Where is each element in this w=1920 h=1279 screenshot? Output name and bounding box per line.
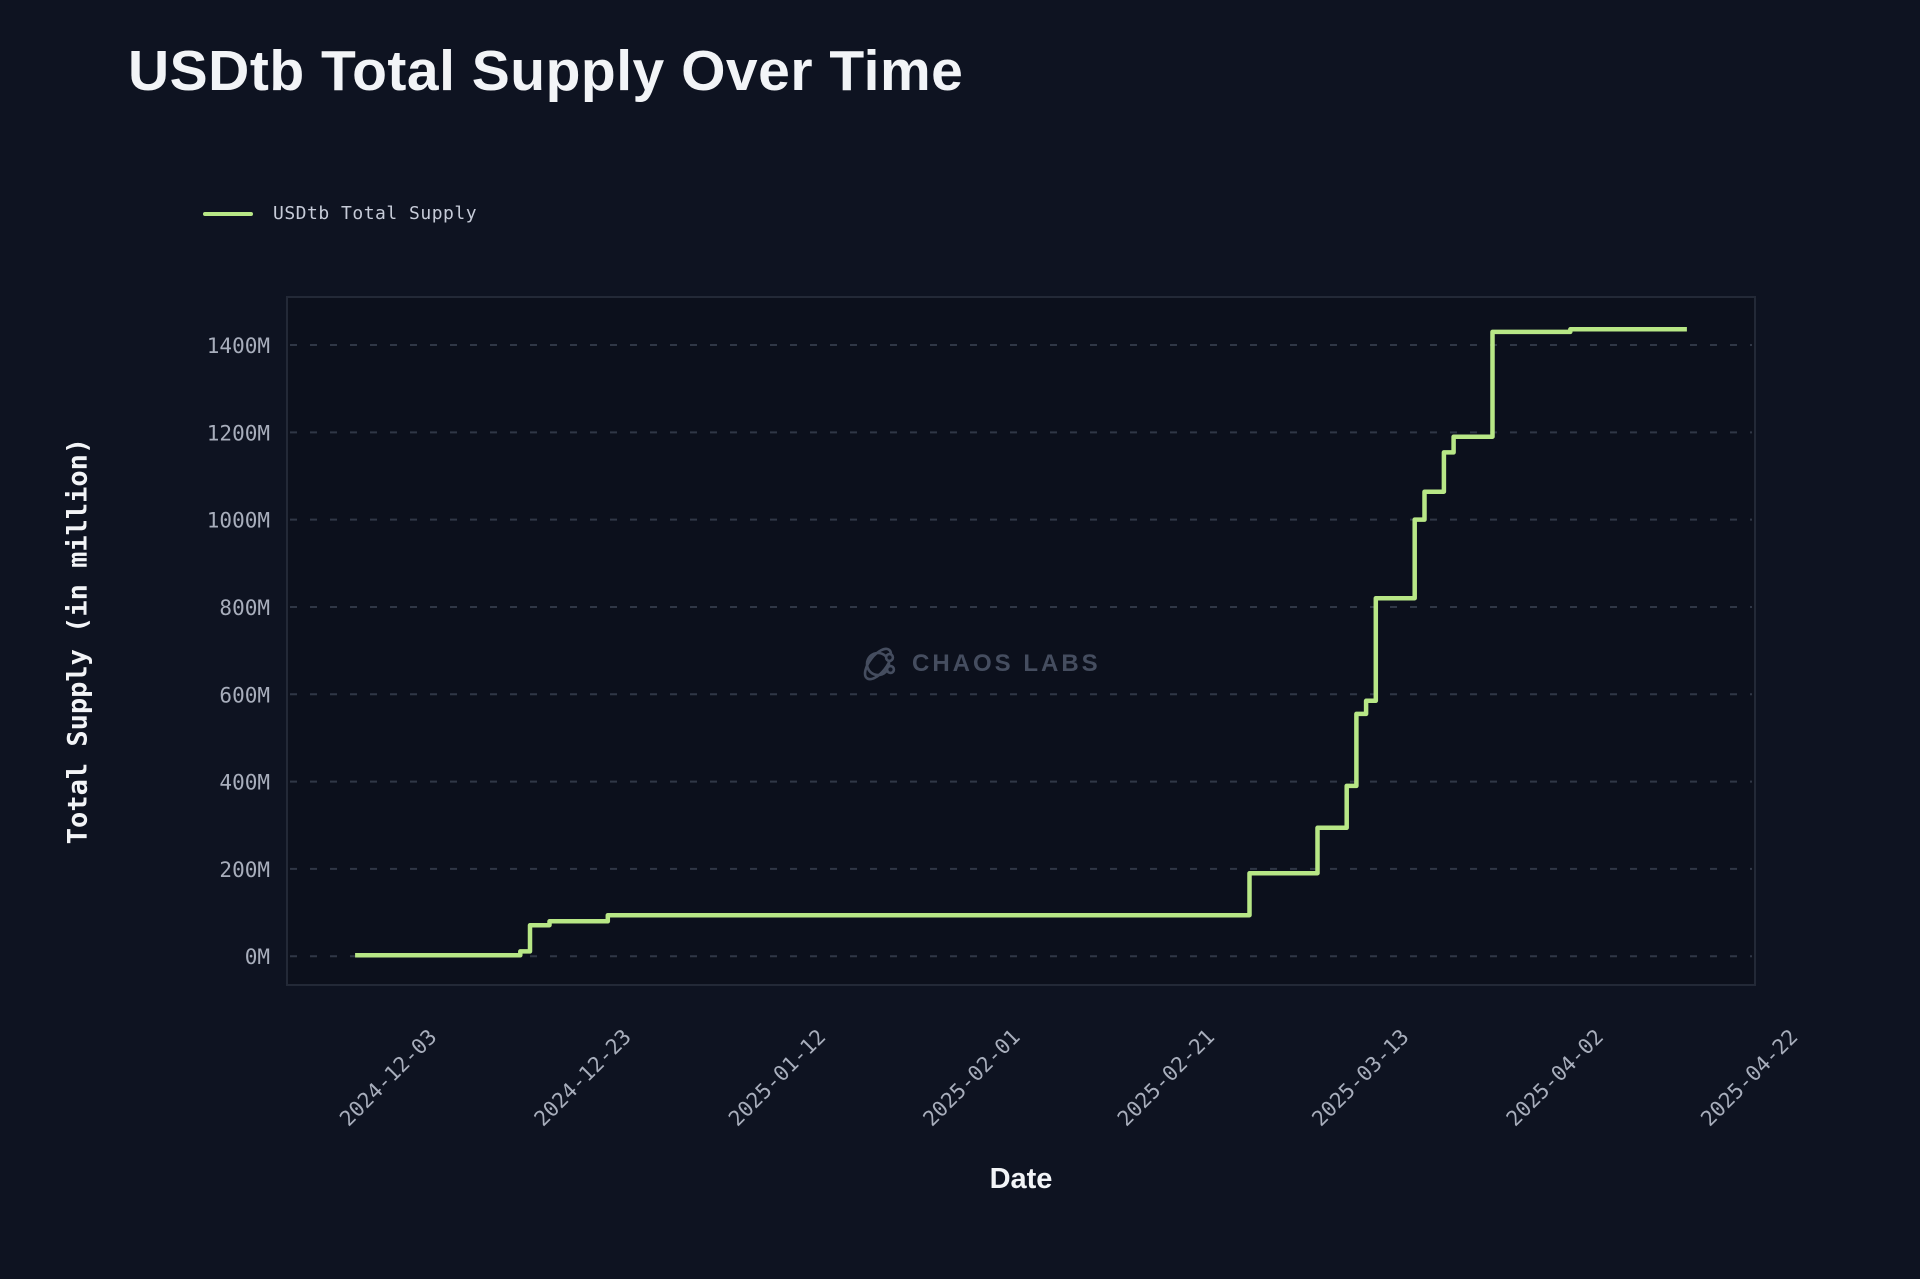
supply-line [355,327,1687,958]
y-tick-label: 800M [219,596,270,620]
page-title: USDtb Total Supply Over Time [128,39,964,103]
watermark: CHAOS LABS [858,642,1101,686]
x-tick-label: 2024-12-23 [530,1025,636,1131]
plot-frame [286,296,1756,986]
legend-label: USDtb Total Supply [273,203,478,224]
x-tick-label: 2024-12-03 [335,1025,441,1131]
x-tick-label: 2025-01-12 [724,1025,830,1131]
x-tick-label: 2025-02-21 [1113,1025,1219,1131]
x-tick-label: 2025-04-22 [1696,1025,1802,1131]
x-axis-title: Date [989,1163,1053,1195]
chaos-labs-logo-icon [863,647,896,681]
x-tick-label: 2025-03-13 [1307,1025,1413,1131]
legend-line-swatch [203,211,253,216]
x-tick-label: 2025-02-01 [918,1025,1024,1131]
y-tick-label: 600M [219,683,270,707]
watermark-label: CHAOS LABS [912,650,1101,677]
y-tick-label: 400M [219,771,270,795]
y-tick-label: 200M [219,858,270,882]
y-tick-label: 0M [245,945,270,969]
y-tick-label: 1400M [207,334,270,358]
x-tick-label: 2025-04-02 [1502,1025,1608,1131]
y-tick-label: 1000M [207,509,270,533]
y-tick-label: 1200M [207,421,270,445]
legend: USDtb Total Supply [203,203,477,224]
